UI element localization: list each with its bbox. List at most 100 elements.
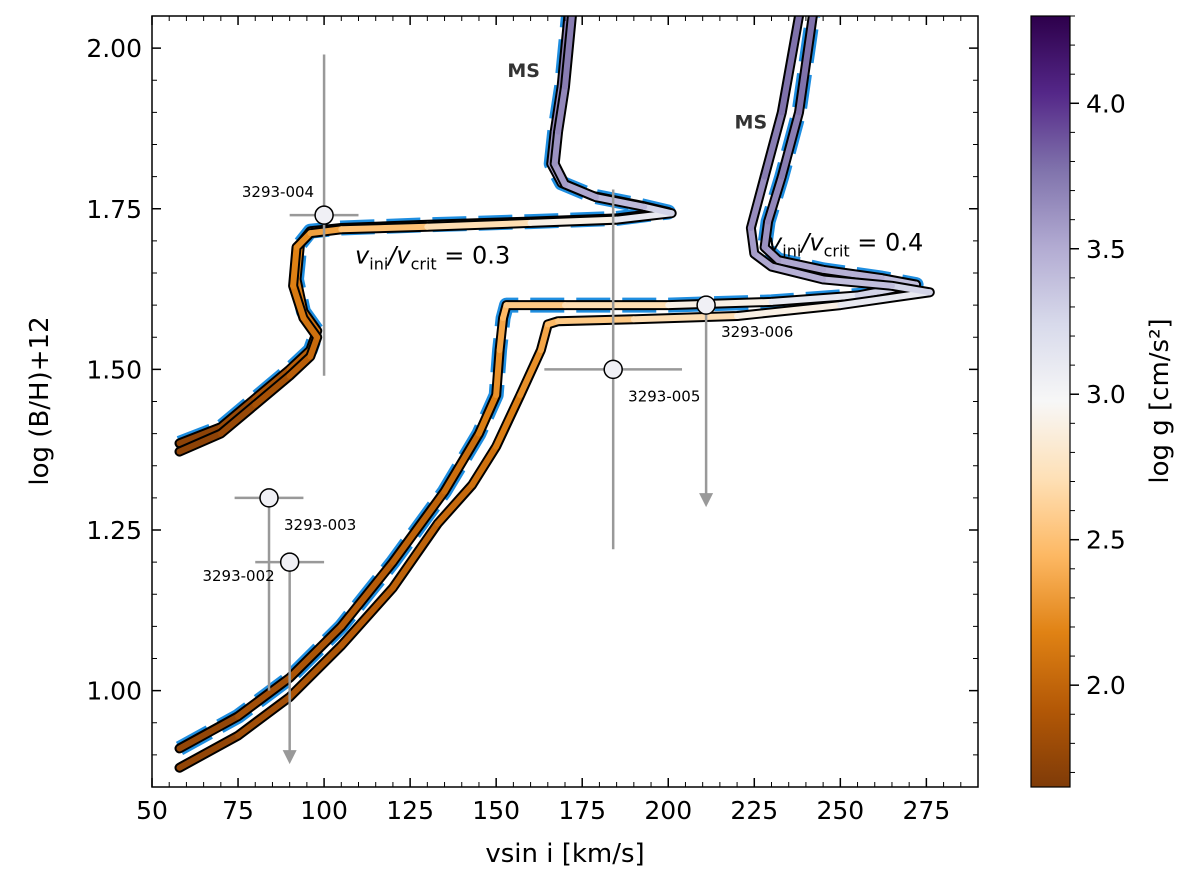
upper-limit-arrow-3293-006	[699, 493, 714, 508]
track-4-segment	[493, 392, 524, 450]
track-3-segment	[796, 16, 816, 116]
track-2-segment	[527, 216, 620, 226]
track-3-segment	[475, 392, 500, 437]
track-3-segment	[493, 347, 503, 399]
track-2-segment	[293, 230, 314, 251]
star-label-3293-003: 3293-003	[284, 516, 356, 534]
star-label-3293-005: 3293-005	[628, 387, 700, 405]
upper-limit-arrow-3293-002	[282, 750, 297, 765]
colorbar-ticks: 2.0 2.5 3.0 3.5 4.0	[1070, 15, 1126, 773]
vvcrit-sub-crit: crit	[411, 254, 437, 273]
track-4-segment	[734, 302, 844, 320]
track-2-segment	[217, 401, 259, 437]
star-3293-002	[279, 552, 300, 572]
track-3-segment	[768, 292, 861, 305]
track-3-segment	[389, 488, 448, 566]
track-4-segment	[751, 250, 775, 270]
track-4-segment	[286, 642, 345, 701]
colorbar-label: log g [cm/s²]	[1145, 318, 1175, 483]
star-3293-004	[314, 205, 334, 225]
track-3-segment	[820, 266, 885, 282]
track-2-segment	[307, 226, 345, 237]
x-tick-label: 200	[644, 796, 692, 825]
track-3-segment	[176, 713, 242, 752]
vvcrit-v: v	[355, 241, 370, 269]
x-tick-label: 100	[300, 796, 348, 825]
track-2-segment	[307, 334, 321, 360]
colorbar-tick-label: 2.5	[1086, 526, 1126, 555]
track-4-segment	[761, 109, 785, 180]
y-tick-label: 2.00	[86, 34, 142, 63]
x-tick-label: 275	[903, 796, 951, 825]
track-2-segment	[338, 223, 431, 233]
track-2-segment	[286, 353, 314, 379]
track-4-segment	[747, 173, 768, 232]
star-3293-005	[603, 359, 623, 380]
track-2-segment	[551, 128, 562, 167]
vvcrit-sep: /v	[799, 229, 824, 257]
track-4-segment	[235, 694, 293, 739]
x-tick-label: 250	[816, 796, 864, 825]
x-tick-label: 125	[386, 796, 434, 825]
track-4-segment	[176, 732, 242, 771]
ms-label-2: MS	[735, 111, 768, 133]
star-3293-003	[259, 488, 279, 508]
vvcrit-sub-crit: crit	[824, 242, 850, 261]
track-4-segment	[820, 276, 895, 289]
track-3-segment	[761, 218, 772, 251]
ms-label-1: MS	[507, 60, 540, 82]
track-2-segment	[290, 244, 300, 289]
track-3-segment	[765, 173, 785, 225]
y-tick-label: 1.25	[86, 516, 142, 545]
track-4-segment	[555, 316, 637, 325]
track-2-segment	[641, 203, 675, 217]
track-4-segment	[537, 321, 551, 354]
vvcrit-eq: = 0.4	[850, 229, 924, 257]
track-4-segment	[837, 289, 933, 309]
track-3-segment	[235, 674, 293, 720]
track-2-segment	[551, 160, 568, 188]
x-tick-label: 225	[730, 796, 778, 825]
track-3-segment	[665, 298, 775, 309]
x-axis-label: vsin i [km/s]	[485, 839, 644, 869]
star-label-3293-006: 3293-006	[721, 323, 793, 341]
vvcrit-v: v	[768, 229, 783, 257]
track-3-segment	[286, 623, 345, 681]
track-4-segment	[768, 263, 827, 283]
model-tracks	[174, 16, 935, 773]
track-4-segment	[747, 225, 758, 257]
track-3-segment	[761, 244, 782, 264]
track-3-segment	[878, 275, 920, 288]
track-4-segment	[778, 16, 803, 116]
track-2-segment	[562, 181, 599, 201]
x-tick-label: 75	[222, 796, 254, 825]
colorbar-tick-label: 3.5	[1086, 235, 1126, 264]
track-4-segment	[630, 313, 741, 323]
colorbar-tick-label: 4.0	[1086, 89, 1126, 118]
track-2-segment	[176, 430, 224, 455]
track-4-segment	[434, 482, 476, 527]
track-3-segment	[496, 314, 507, 354]
track-2-segment	[613, 210, 675, 223]
track-3-segment	[775, 257, 827, 273]
y-axis-ticks: 1.00 1.25 1.50 1.75 2.00	[86, 15, 978, 788]
vvcrit-sub-ini: ini	[782, 242, 801, 261]
star-error-bars	[234, 54, 714, 765]
star-label-3293-004: 3293-004	[242, 183, 314, 201]
track-4-segment	[389, 520, 441, 591]
track-2-segment	[300, 314, 321, 341]
colorbar-tick-label: 2.0	[1086, 671, 1126, 700]
track-1-segment	[176, 424, 224, 447]
track-2-segment	[252, 372, 293, 408]
track-2-segment	[424, 219, 534, 230]
vvcrit-sub-ini: ini	[369, 254, 388, 273]
track-4-segment	[888, 282, 933, 296]
y-tick-label: 1.50	[86, 355, 142, 384]
track-4-segment	[469, 443, 500, 489]
track-4-segment	[338, 584, 396, 649]
x-axis-ticks: 50 75 100 125 150 175 200 225 250 275	[136, 16, 979, 825]
y-tick-label: 1.00	[86, 677, 142, 706]
star-markers: 3293-002 3293-003 3293-004 3293-005 3293-006	[202, 183, 793, 585]
